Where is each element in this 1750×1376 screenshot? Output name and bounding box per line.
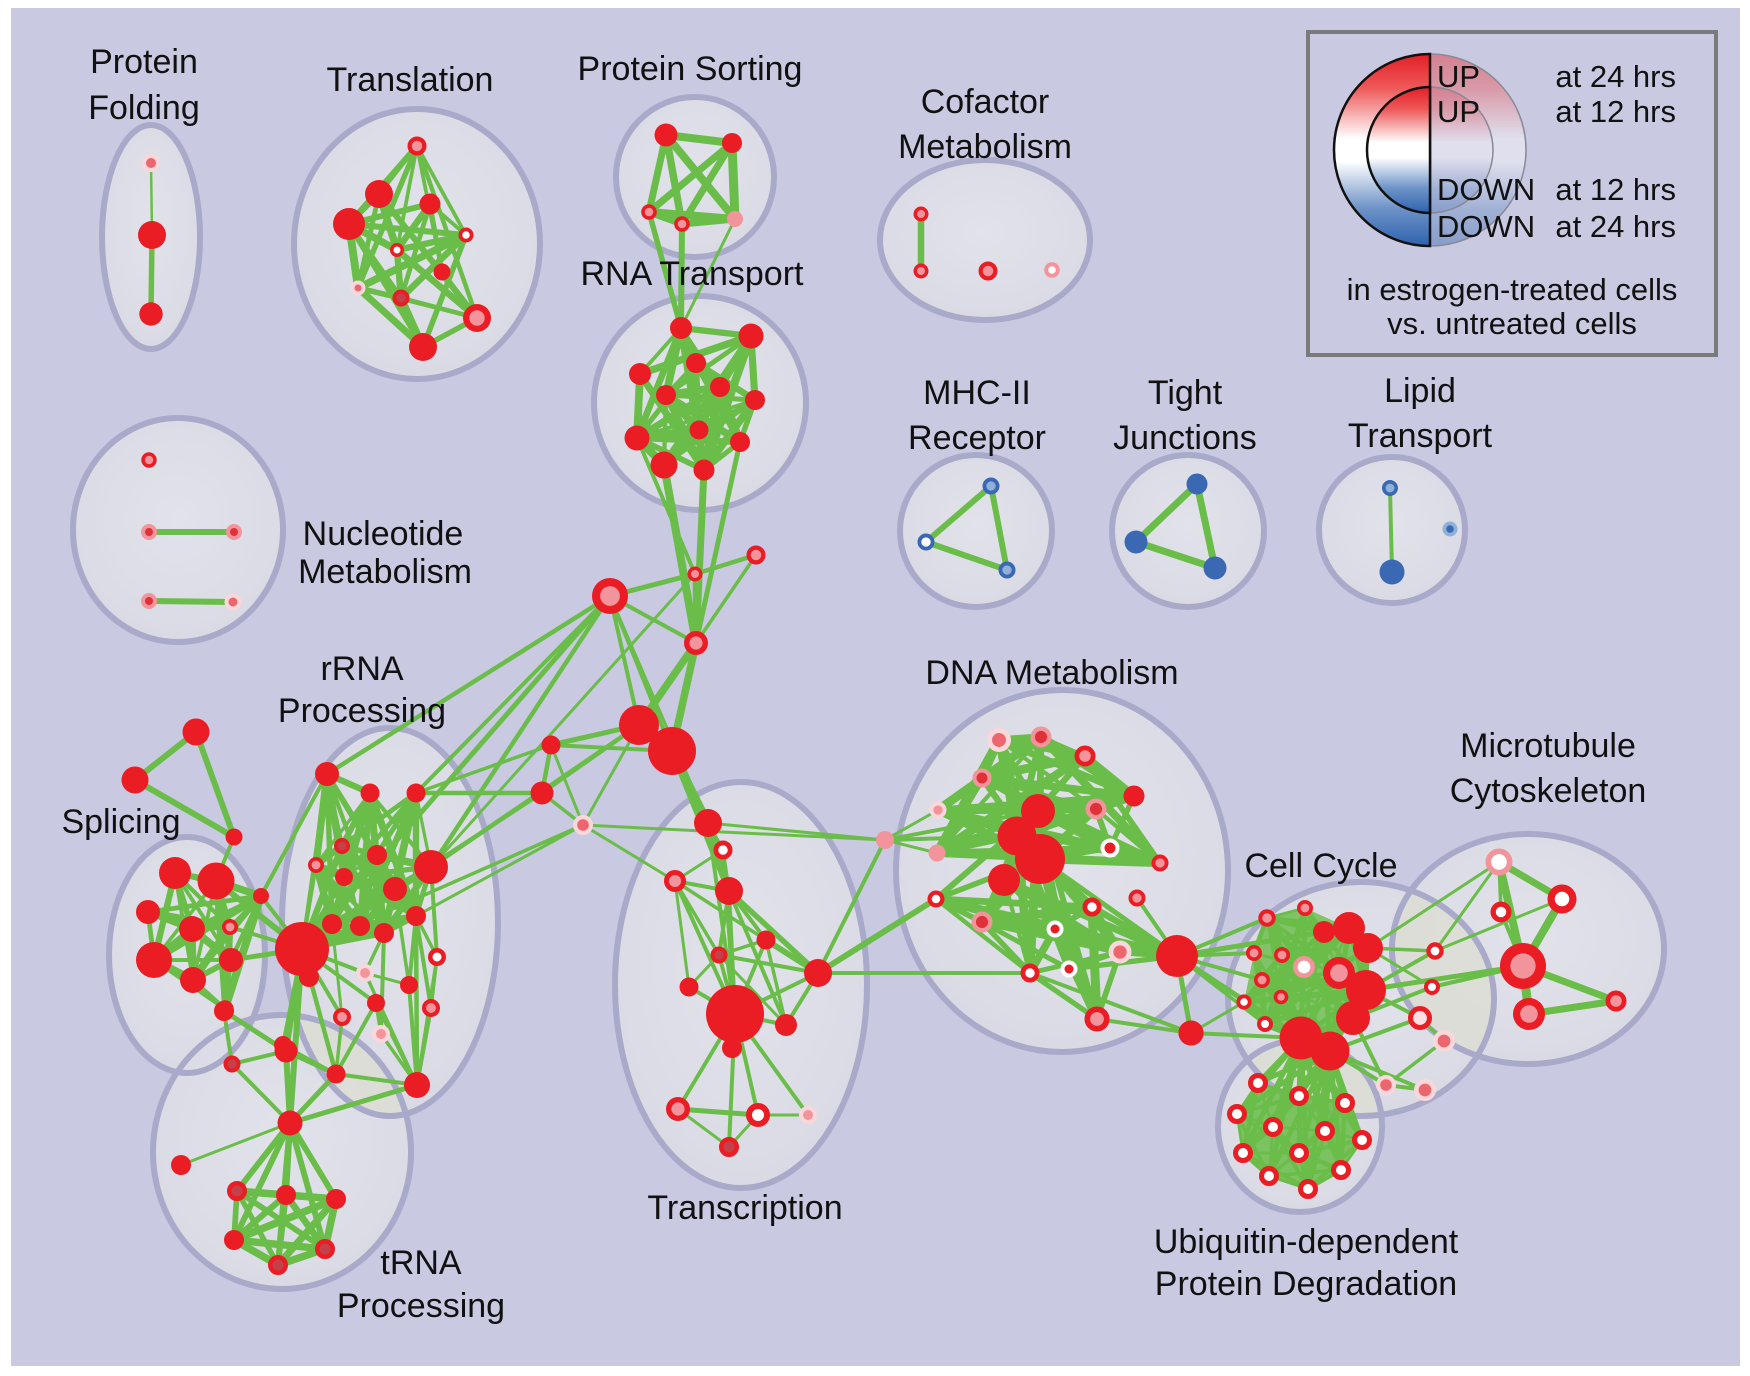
- svg-text:Protein Degradation: Protein Degradation: [1155, 1265, 1457, 1303]
- svg-text:Receptor: Receptor: [908, 419, 1046, 457]
- svg-text:Cell Cycle: Cell Cycle: [1244, 847, 1397, 885]
- svg-text:Folding: Folding: [88, 89, 200, 127]
- svg-text:Cofactor: Cofactor: [921, 83, 1050, 121]
- svg-text:Ubiquitin-dependent: Ubiquitin-dependent: [1154, 1223, 1459, 1261]
- svg-text:Microtubule: Microtubule: [1460, 727, 1636, 765]
- svg-text:at 12 hrs: at 12 hrs: [1555, 172, 1676, 207]
- svg-text:Metabolism: Metabolism: [898, 128, 1072, 166]
- svg-text:Transport: Transport: [1348, 417, 1493, 455]
- svg-text:Splicing: Splicing: [61, 803, 180, 841]
- svg-text:tRNA: tRNA: [380, 1244, 462, 1282]
- svg-text:MHC-II: MHC-II: [923, 374, 1031, 412]
- svg-text:Processing: Processing: [337, 1287, 505, 1325]
- svg-text:Nucleotide: Nucleotide: [303, 515, 464, 553]
- svg-text:DOWN: DOWN: [1437, 172, 1535, 207]
- svg-text:Junctions: Junctions: [1113, 419, 1257, 457]
- svg-text:Protein Sorting: Protein Sorting: [578, 50, 803, 88]
- svg-text:at 24 hrs: at 24 hrs: [1555, 59, 1676, 94]
- svg-text:Tight: Tight: [1148, 374, 1223, 412]
- svg-text:Lipid: Lipid: [1384, 372, 1456, 410]
- svg-text:at 12 hrs: at 12 hrs: [1555, 94, 1676, 129]
- svg-text:at 24 hrs: at 24 hrs: [1555, 209, 1676, 244]
- svg-text:vs. untreated cells: vs. untreated cells: [1387, 306, 1637, 341]
- svg-text:rRNA: rRNA: [320, 650, 403, 688]
- svg-text:Cytoskeleton: Cytoskeleton: [1450, 772, 1647, 810]
- svg-text:UP: UP: [1437, 94, 1480, 129]
- svg-text:Processing: Processing: [278, 692, 446, 730]
- svg-text:Protein: Protein: [90, 43, 198, 81]
- svg-text:RNA Transport: RNA Transport: [581, 255, 805, 293]
- svg-text:UP: UP: [1437, 59, 1480, 94]
- svg-text:DOWN: DOWN: [1437, 209, 1535, 244]
- svg-text:in estrogen-treated cells: in estrogen-treated cells: [1347, 272, 1678, 307]
- svg-text:Transcription: Transcription: [647, 1189, 842, 1227]
- svg-text:Translation: Translation: [327, 61, 494, 99]
- svg-text:DNA Metabolism: DNA Metabolism: [925, 654, 1178, 692]
- svg-text:Metabolism: Metabolism: [298, 553, 472, 591]
